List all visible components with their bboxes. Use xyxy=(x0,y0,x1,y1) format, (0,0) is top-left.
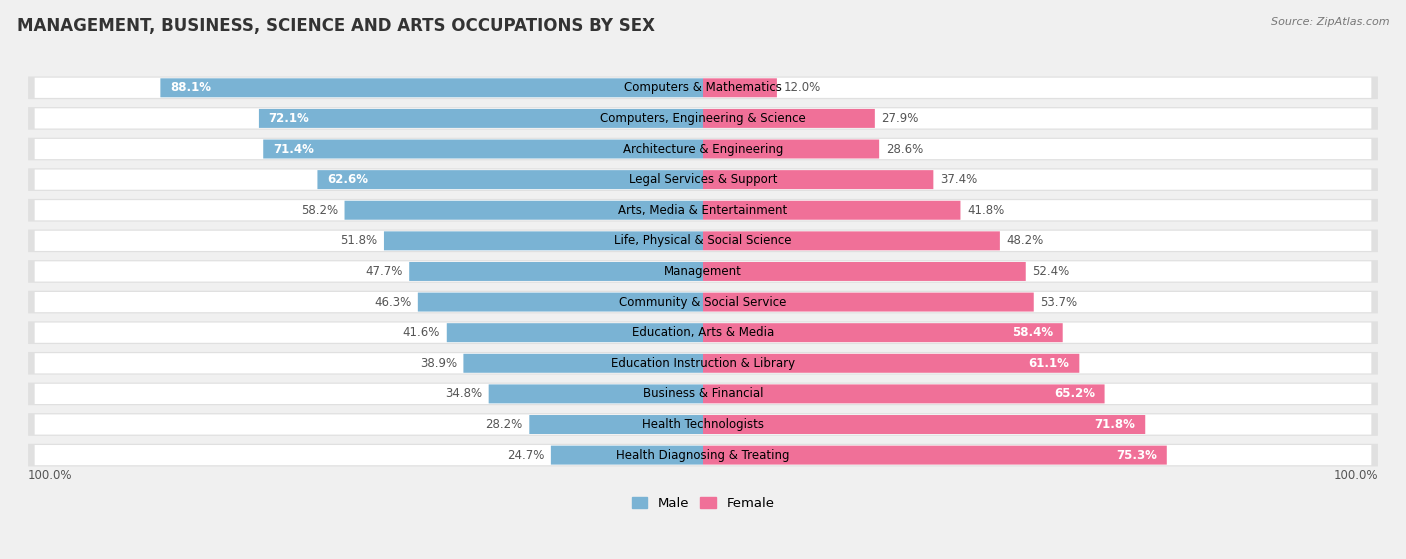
Text: 72.1%: 72.1% xyxy=(269,112,309,125)
FancyBboxPatch shape xyxy=(35,384,1371,404)
Text: 28.6%: 28.6% xyxy=(886,143,922,155)
FancyBboxPatch shape xyxy=(259,109,703,128)
Text: 51.8%: 51.8% xyxy=(340,234,377,247)
Text: 75.3%: 75.3% xyxy=(1116,449,1157,462)
Text: 47.7%: 47.7% xyxy=(366,265,402,278)
FancyBboxPatch shape xyxy=(35,353,1371,373)
Legend: Male, Female: Male, Female xyxy=(626,492,780,515)
FancyBboxPatch shape xyxy=(28,321,1378,344)
Text: 52.4%: 52.4% xyxy=(1032,265,1070,278)
Text: 46.3%: 46.3% xyxy=(374,296,412,309)
FancyBboxPatch shape xyxy=(318,170,703,189)
FancyBboxPatch shape xyxy=(28,168,1378,191)
FancyBboxPatch shape xyxy=(28,291,1378,314)
Text: Arts, Media & Entertainment: Arts, Media & Entertainment xyxy=(619,203,787,217)
FancyBboxPatch shape xyxy=(35,445,1371,465)
FancyBboxPatch shape xyxy=(703,109,875,128)
FancyBboxPatch shape xyxy=(703,231,1000,250)
Text: MANAGEMENT, BUSINESS, SCIENCE AND ARTS OCCUPATIONS BY SEX: MANAGEMENT, BUSINESS, SCIENCE AND ARTS O… xyxy=(17,17,655,35)
Text: 12.0%: 12.0% xyxy=(783,81,821,94)
FancyBboxPatch shape xyxy=(703,140,879,159)
FancyBboxPatch shape xyxy=(529,415,703,434)
FancyBboxPatch shape xyxy=(35,414,1371,434)
FancyBboxPatch shape xyxy=(703,201,960,220)
Text: 48.2%: 48.2% xyxy=(1007,234,1043,247)
FancyBboxPatch shape xyxy=(35,200,1371,220)
Text: 24.7%: 24.7% xyxy=(508,449,544,462)
FancyBboxPatch shape xyxy=(703,354,1080,373)
Text: 58.2%: 58.2% xyxy=(301,203,337,217)
Text: Computers, Engineering & Science: Computers, Engineering & Science xyxy=(600,112,806,125)
FancyBboxPatch shape xyxy=(28,199,1378,221)
Text: Health Technologists: Health Technologists xyxy=(643,418,763,431)
Text: Life, Physical & Social Science: Life, Physical & Social Science xyxy=(614,234,792,247)
Text: Education Instruction & Library: Education Instruction & Library xyxy=(612,357,794,370)
Text: Source: ZipAtlas.com: Source: ZipAtlas.com xyxy=(1271,17,1389,27)
FancyBboxPatch shape xyxy=(703,415,1146,434)
Text: 100.0%: 100.0% xyxy=(28,468,73,481)
FancyBboxPatch shape xyxy=(703,78,778,97)
Text: 28.2%: 28.2% xyxy=(485,418,523,431)
FancyBboxPatch shape xyxy=(28,107,1378,130)
Text: 71.8%: 71.8% xyxy=(1094,418,1136,431)
FancyBboxPatch shape xyxy=(28,260,1378,283)
Text: 61.1%: 61.1% xyxy=(1029,357,1070,370)
FancyBboxPatch shape xyxy=(551,446,703,465)
Text: 41.8%: 41.8% xyxy=(967,203,1004,217)
FancyBboxPatch shape xyxy=(447,323,703,342)
Text: 53.7%: 53.7% xyxy=(1040,296,1077,309)
FancyBboxPatch shape xyxy=(703,292,1033,311)
FancyBboxPatch shape xyxy=(35,139,1371,159)
FancyBboxPatch shape xyxy=(464,354,703,373)
Text: 37.4%: 37.4% xyxy=(939,173,977,186)
FancyBboxPatch shape xyxy=(28,444,1378,466)
FancyBboxPatch shape xyxy=(35,78,1371,98)
FancyBboxPatch shape xyxy=(35,292,1371,312)
FancyBboxPatch shape xyxy=(160,78,703,97)
Text: 65.2%: 65.2% xyxy=(1053,387,1095,400)
Text: 34.8%: 34.8% xyxy=(444,387,482,400)
FancyBboxPatch shape xyxy=(35,323,1371,343)
FancyBboxPatch shape xyxy=(28,413,1378,436)
FancyBboxPatch shape xyxy=(28,77,1378,99)
Text: Education, Arts & Media: Education, Arts & Media xyxy=(631,326,775,339)
FancyBboxPatch shape xyxy=(409,262,703,281)
FancyBboxPatch shape xyxy=(35,169,1371,190)
FancyBboxPatch shape xyxy=(28,382,1378,405)
FancyBboxPatch shape xyxy=(35,231,1371,251)
Text: 41.6%: 41.6% xyxy=(404,326,440,339)
Text: Health Diagnosing & Treating: Health Diagnosing & Treating xyxy=(616,449,790,462)
Text: 62.6%: 62.6% xyxy=(328,173,368,186)
FancyBboxPatch shape xyxy=(703,323,1063,342)
FancyBboxPatch shape xyxy=(263,140,703,159)
Text: Legal Services & Support: Legal Services & Support xyxy=(628,173,778,186)
Text: Community & Social Service: Community & Social Service xyxy=(619,296,787,309)
Text: 58.4%: 58.4% xyxy=(1012,326,1053,339)
FancyBboxPatch shape xyxy=(35,108,1371,129)
FancyBboxPatch shape xyxy=(703,446,1167,465)
FancyBboxPatch shape xyxy=(344,201,703,220)
Text: 88.1%: 88.1% xyxy=(170,81,211,94)
Text: Architecture & Engineering: Architecture & Engineering xyxy=(623,143,783,155)
Text: Business & Financial: Business & Financial xyxy=(643,387,763,400)
FancyBboxPatch shape xyxy=(28,352,1378,375)
FancyBboxPatch shape xyxy=(703,262,1026,281)
Text: 27.9%: 27.9% xyxy=(882,112,918,125)
FancyBboxPatch shape xyxy=(28,230,1378,252)
FancyBboxPatch shape xyxy=(28,138,1378,160)
FancyBboxPatch shape xyxy=(489,385,703,404)
Text: Computers & Mathematics: Computers & Mathematics xyxy=(624,81,782,94)
FancyBboxPatch shape xyxy=(384,231,703,250)
Text: 100.0%: 100.0% xyxy=(1333,468,1378,481)
Text: 71.4%: 71.4% xyxy=(273,143,314,155)
FancyBboxPatch shape xyxy=(703,170,934,189)
FancyBboxPatch shape xyxy=(35,262,1371,282)
FancyBboxPatch shape xyxy=(703,385,1105,404)
Text: Management: Management xyxy=(664,265,742,278)
FancyBboxPatch shape xyxy=(418,292,703,311)
Text: 38.9%: 38.9% xyxy=(420,357,457,370)
